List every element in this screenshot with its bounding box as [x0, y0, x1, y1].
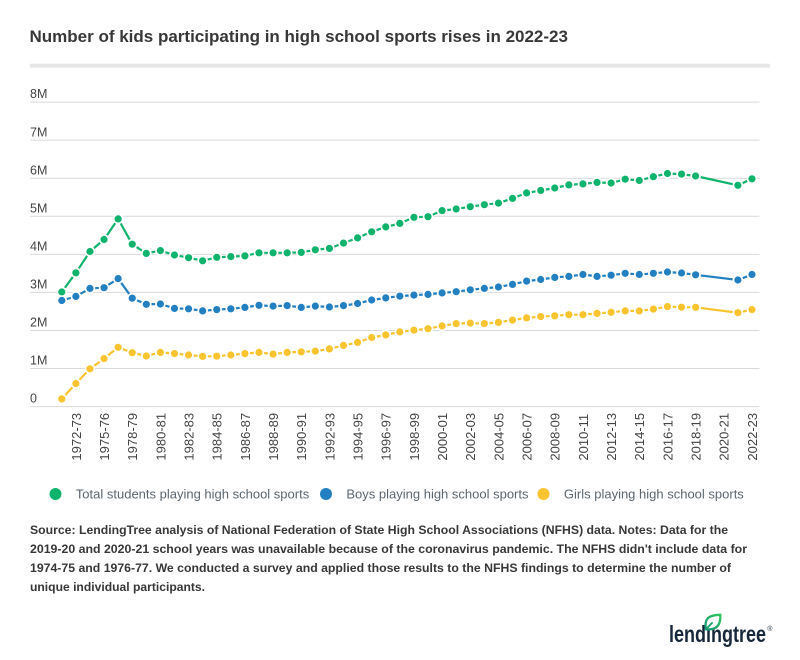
svg-text:®: ®	[767, 625, 773, 633]
svg-text:5M: 5M	[30, 201, 47, 215]
svg-text:2022-23: 2022-23	[745, 413, 760, 461]
svg-text:2020-21: 2020-21	[717, 413, 732, 461]
svg-text:3M: 3M	[30, 278, 47, 292]
svg-text:2M: 2M	[30, 316, 47, 330]
svg-text:1992-93: 1992-93	[322, 413, 337, 461]
svg-text:0: 0	[30, 392, 37, 406]
svg-text:2008-09: 2008-09	[548, 413, 563, 461]
svg-text:2010-11: 2010-11	[576, 414, 591, 461]
svg-text:Boys playing high school sport: Boys playing high school sports	[346, 486, 529, 501]
svg-text:6M: 6M	[30, 163, 47, 177]
svg-text:1994-95: 1994-95	[350, 413, 365, 461]
svg-text:1974-75 and 1976-77. We conduc: 1974-75 and 1976-77. We conducted a surv…	[30, 561, 732, 575]
svg-text:2018-19: 2018-19	[689, 413, 704, 461]
svg-text:1M: 1M	[30, 354, 47, 368]
svg-text:1982-83: 1982-83	[181, 413, 196, 461]
svg-text:Number of kids participating i: Number of kids participating in high sch…	[30, 27, 568, 46]
svg-text:1990-91: 1990-91	[294, 413, 309, 461]
svg-text:Total students playing high sc: Total students playing high school sport…	[76, 486, 310, 501]
svg-text:4M: 4M	[30, 239, 47, 253]
svg-text:7M: 7M	[30, 125, 47, 139]
svg-text:2019-20 and 2020-21 school yea: 2019-20 and 2020-21 school years was una…	[30, 542, 747, 556]
svg-text:1978-79: 1978-79	[125, 413, 140, 461]
svg-text:2012-13: 2012-13	[604, 413, 619, 461]
svg-text:unique individual participants: unique individual participants.	[30, 580, 205, 594]
svg-text:1975-76: 1975-76	[97, 413, 112, 461]
svg-text:1988-89: 1988-89	[266, 413, 281, 461]
svg-text:Source: LendingTree analysis o: Source: LendingTree analysis of National…	[30, 523, 728, 537]
svg-text:1998-99: 1998-99	[407, 413, 422, 461]
svg-text:2016-17: 2016-17	[660, 413, 675, 461]
svg-text:8M: 8M	[30, 87, 47, 101]
svg-text:2014-15: 2014-15	[632, 413, 647, 461]
svg-text:2000-01: 2000-01	[435, 413, 450, 461]
svg-text:1980-81: 1980-81	[153, 413, 168, 461]
svg-text:1986-87: 1986-87	[238, 413, 253, 461]
svg-text:2004-05: 2004-05	[491, 413, 506, 461]
svg-text:2006-07: 2006-07	[520, 413, 535, 461]
svg-text:Girls playing high school spor: Girls playing high school sports	[564, 486, 744, 501]
svg-text:1984-85: 1984-85	[210, 413, 225, 461]
svg-text:1972-73: 1972-73	[69, 413, 84, 461]
svg-text:2002-03: 2002-03	[463, 413, 478, 461]
svg-text:1996-97: 1996-97	[379, 413, 394, 461]
